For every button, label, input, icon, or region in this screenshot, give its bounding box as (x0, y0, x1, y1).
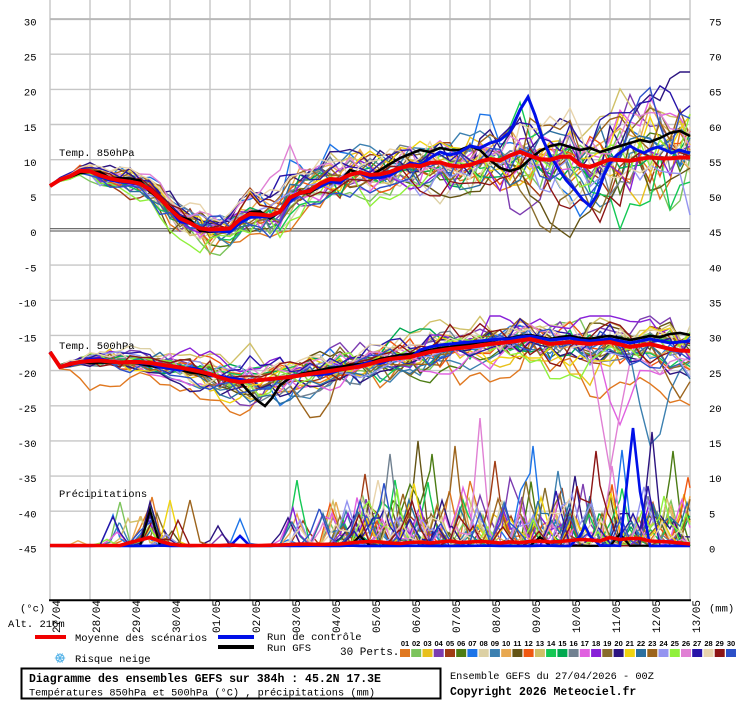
svg-text:30 Perts.: 30 Perts. (340, 647, 399, 659)
svg-text:02/05: 02/05 (252, 600, 264, 633)
svg-text:-20: -20 (18, 369, 37, 381)
svg-text:Alt. 216m: Alt. 216m (8, 619, 65, 631)
svg-text:25: 25 (24, 53, 37, 65)
svg-text:70: 70 (709, 53, 722, 65)
svg-text:16: 16 (569, 639, 577, 648)
svg-text:24: 24 (659, 639, 668, 648)
svg-text:Ensemble GEFS du 27/04/2026 -: Ensemble GEFS du 27/04/2026 - 00Z (450, 671, 654, 683)
svg-text:19: 19 (603, 639, 611, 648)
svg-text:Températures 850hPa et 500hPa: Températures 850hPa et 500hPa (°C) , pré… (29, 688, 375, 700)
svg-text:06: 06 (457, 639, 465, 648)
svg-text:14: 14 (547, 639, 556, 648)
svg-text:29/04: 29/04 (132, 600, 144, 633)
svg-text:28: 28 (704, 639, 712, 648)
svg-text:20: 20 (709, 404, 722, 416)
svg-text:Précipitations: Précipitations (59, 489, 147, 501)
svg-text:28/04: 28/04 (92, 600, 104, 633)
svg-text:15: 15 (558, 639, 566, 648)
svg-text:60: 60 (709, 123, 722, 135)
svg-text:Copyright 2026 Meteociel.fr: Copyright 2026 Meteociel.fr (450, 686, 636, 699)
svg-text:10: 10 (502, 639, 510, 648)
svg-text:10: 10 (709, 474, 722, 486)
svg-text:-35: -35 (18, 474, 37, 486)
svg-text:03/05: 03/05 (292, 600, 304, 633)
svg-text:22: 22 (637, 639, 645, 648)
svg-text:09: 09 (491, 639, 499, 648)
svg-text:27: 27 (693, 639, 701, 648)
svg-text:15: 15 (24, 123, 37, 135)
svg-text:5: 5 (30, 193, 36, 205)
svg-text:25: 25 (709, 369, 722, 381)
svg-text:12/05: 12/05 (652, 600, 664, 633)
svg-text:-5: -5 (24, 263, 37, 275)
svg-text:07: 07 (468, 639, 476, 648)
svg-text:09/05: 09/05 (532, 600, 544, 633)
svg-text:25: 25 (671, 639, 679, 648)
svg-text:30: 30 (727, 639, 735, 648)
svg-text:Run GFS: Run GFS (267, 643, 311, 655)
svg-text:-30: -30 (18, 439, 37, 451)
svg-text:08: 08 (480, 639, 488, 648)
svg-text:08/05: 08/05 (492, 600, 504, 633)
svg-text:-40: -40 (18, 509, 37, 521)
svg-text:20: 20 (614, 639, 622, 648)
svg-text:15: 15 (709, 439, 722, 451)
svg-text:Risque neige: Risque neige (75, 654, 151, 666)
svg-text:50: 50 (709, 193, 722, 205)
svg-text:04/05: 04/05 (332, 600, 344, 633)
svg-text:-10: -10 (18, 299, 37, 311)
svg-text:75: 75 (709, 17, 722, 29)
svg-text:23: 23 (648, 639, 656, 648)
svg-text:(°c): (°c) (20, 604, 45, 616)
svg-text:40: 40 (709, 263, 722, 275)
svg-text:11: 11 (513, 639, 521, 648)
svg-text:03: 03 (423, 639, 431, 648)
svg-text:18: 18 (592, 639, 600, 648)
svg-text:10: 10 (24, 158, 37, 170)
svg-text:Diagramme des ensembles GEFS s: Diagramme des ensembles GEFS sur 384h : … (29, 673, 381, 686)
svg-text:45: 45 (709, 228, 722, 240)
svg-text:02: 02 (412, 639, 420, 648)
svg-text:26: 26 (682, 639, 690, 648)
svg-text:06/05: 06/05 (412, 600, 424, 633)
svg-text:Temp. 500hPa: Temp. 500hPa (59, 341, 135, 353)
svg-text:55: 55 (709, 158, 722, 170)
svg-text:04: 04 (435, 639, 444, 648)
svg-text:Temp. 850hPa: Temp. 850hPa (59, 148, 135, 160)
svg-text:0: 0 (30, 228, 36, 240)
svg-text:05: 05 (446, 639, 454, 648)
svg-text:17: 17 (581, 639, 589, 648)
svg-text:30/04: 30/04 (172, 600, 184, 633)
svg-text:(mm): (mm) (709, 604, 734, 616)
svg-text:-45: -45 (18, 545, 37, 557)
svg-text:13/05: 13/05 (692, 600, 704, 633)
svg-text:35: 35 (709, 299, 722, 311)
svg-text:29: 29 (716, 639, 724, 648)
svg-text:01: 01 (401, 639, 409, 648)
svg-text:07/05: 07/05 (452, 600, 464, 633)
svg-text:10/05: 10/05 (572, 600, 584, 633)
svg-text:30: 30 (709, 334, 722, 346)
svg-text:05/05: 05/05 (372, 600, 384, 633)
svg-text:65: 65 (709, 88, 722, 100)
svg-text:13: 13 (536, 639, 544, 648)
svg-text:21: 21 (626, 639, 634, 648)
svg-text:5: 5 (709, 509, 715, 521)
svg-text:Moyenne des scénarios: Moyenne des scénarios (75, 633, 207, 645)
svg-text:20: 20 (24, 88, 37, 100)
svg-text:11/05: 11/05 (612, 600, 624, 633)
svg-text:12: 12 (524, 639, 532, 648)
svg-text:-25: -25 (18, 404, 37, 416)
svg-text:-15: -15 (18, 334, 37, 346)
svg-text:30: 30 (24, 17, 37, 29)
svg-text:01/05: 01/05 (212, 600, 224, 633)
svg-text:0: 0 (709, 545, 715, 557)
